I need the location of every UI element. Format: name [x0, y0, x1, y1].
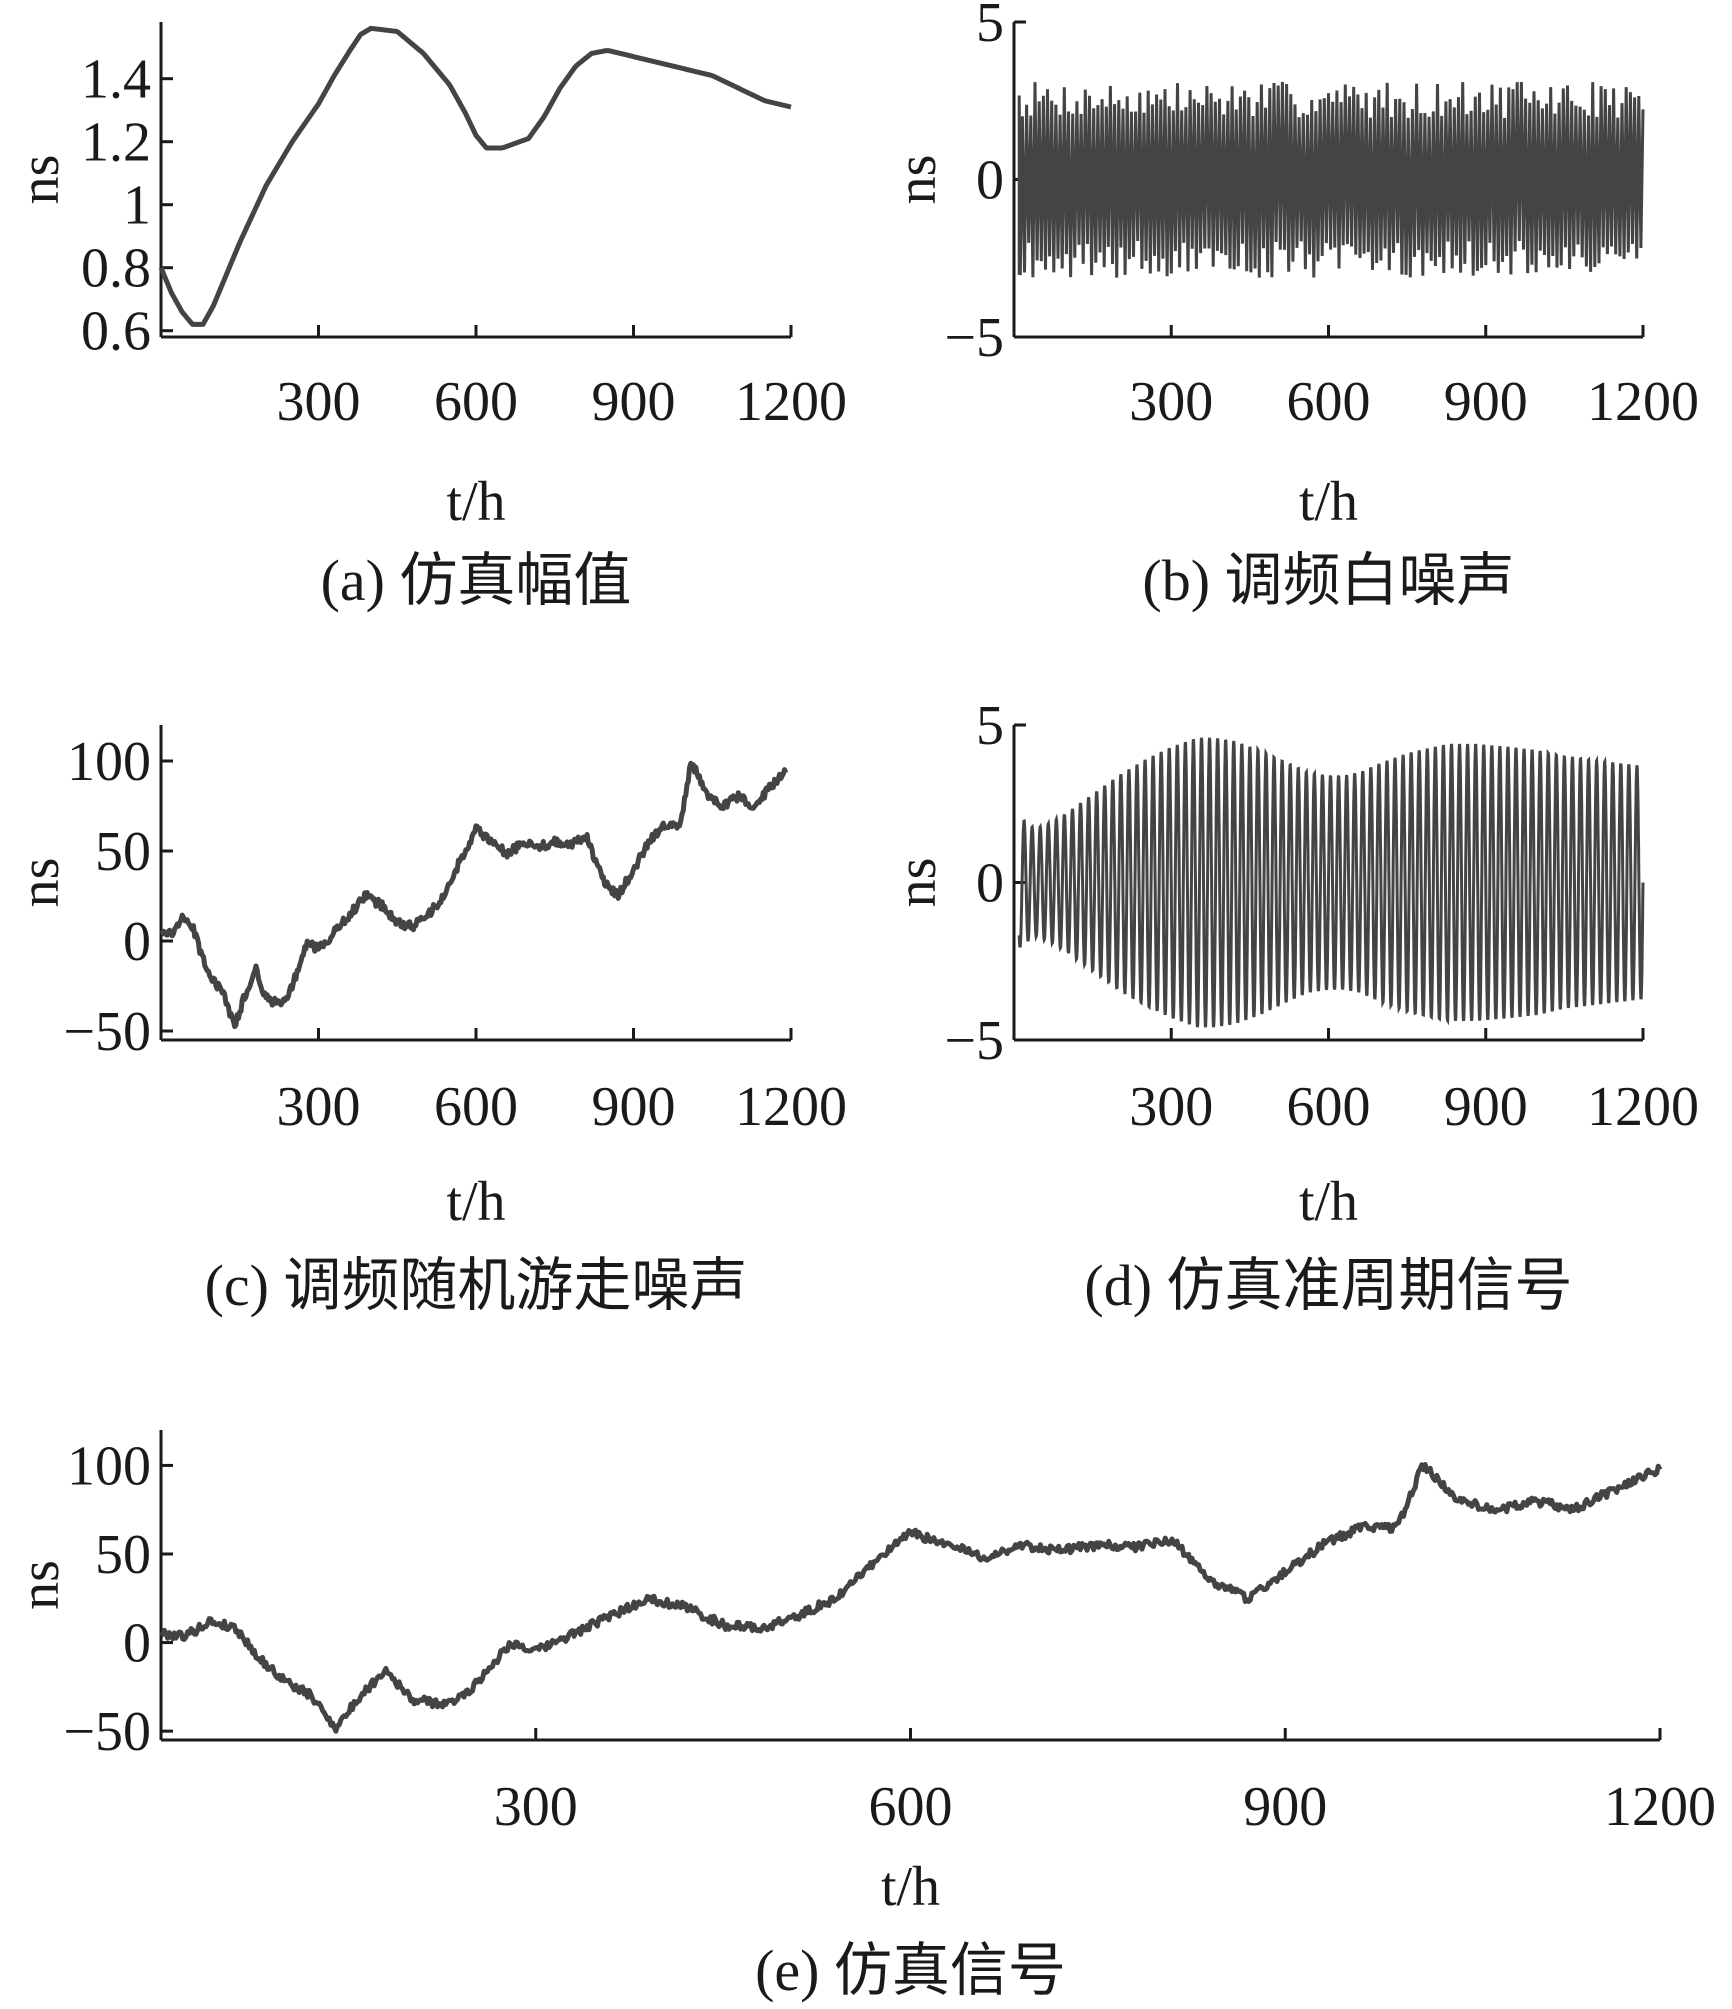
y-tick-label: 0.6 — [81, 301, 151, 363]
x-tick-label: 900 — [1444, 371, 1528, 433]
y-tick-label: 0.8 — [81, 238, 151, 300]
x-tick-label: 900 — [1444, 1076, 1528, 1138]
chart-c: 300 600 900 1200 −50 0 50 100 t/h ns (c) 调频随机游走噪声 — [9, 725, 847, 1318]
chart-caption: (c) 调频随机游走噪声 — [205, 1253, 748, 1318]
y-tick-label: 50 — [95, 1524, 151, 1586]
y-axis-label: ns — [9, 1560, 71, 1610]
chart-b: 300 600 900 1200 −5 0 5 t/h ns (b) 调频白噪声 — [886, 0, 1699, 613]
x-tick-label: 300 — [494, 1776, 578, 1838]
x-axis-label: t/h — [1299, 1171, 1358, 1233]
y-tick-label: 5 — [976, 695, 1004, 757]
series-line — [159, 1462, 1663, 1734]
y-tick-label: −5 — [944, 1010, 1004, 1072]
x-tick-label: 600 — [434, 371, 518, 433]
y-tick-label: 0 — [123, 1613, 151, 1675]
y-tick-label: 1.4 — [81, 49, 151, 111]
y-tick-label: 1 — [123, 175, 151, 237]
x-tick-label: 600 — [1287, 371, 1371, 433]
y-tick-label: 0 — [976, 150, 1004, 212]
chart-d: 300 600 900 1200 −5 0 5 t/h ns (d) 仿真准周期信号 — [886, 695, 1699, 1318]
x-tick-label: 1200 — [1604, 1776, 1716, 1838]
y-tick-label: 100 — [67, 1435, 151, 1497]
x-tick-label: 600 — [869, 1776, 953, 1838]
x-tick-label: 900 — [1243, 1776, 1327, 1838]
y-axis-label: ns — [9, 155, 71, 205]
y-axis-label: ns — [886, 155, 948, 205]
x-axis-label: t/h — [446, 471, 505, 533]
y-tick-label: 0 — [976, 853, 1004, 915]
x-tick-label: 900 — [592, 371, 676, 433]
x-tick-label: 600 — [1287, 1076, 1371, 1138]
series-line — [1017, 81, 1645, 278]
x-tick-label: 300 — [277, 371, 361, 433]
chart-caption: (a) 仿真幅值 — [321, 548, 632, 613]
chart-e: 300 600 900 1200 −50 0 50 100 t/h ns (e) 仿真信号 — [9, 1430, 1716, 2003]
y-tick-label: 5 — [976, 0, 1004, 54]
series-line — [158, 25, 792, 327]
series-line — [159, 760, 789, 1030]
series-line — [1017, 737, 1645, 1028]
x-tick-label: 900 — [592, 1076, 676, 1138]
y-tick-label: 0 — [123, 911, 151, 973]
chart-caption: (d) 仿真准周期信号 — [1084, 1253, 1572, 1318]
x-tick-label: 600 — [434, 1076, 518, 1138]
y-tick-label: 50 — [95, 821, 151, 883]
chart-a: 300 600 900 1200 0.60.811.21.4 t/h ns (a) 仿真幅值 — [9, 22, 847, 613]
y-tick-label: −5 — [944, 307, 1004, 369]
x-tick-label: 300 — [1129, 1076, 1213, 1138]
y-tick-label: 1.2 — [81, 112, 151, 174]
x-axis-label: t/h — [446, 1171, 505, 1233]
x-tick-label: 300 — [1129, 371, 1213, 433]
chart-caption: (e) 仿真信号 — [755, 1938, 1066, 2003]
x-tick-label: 1200 — [1587, 371, 1699, 433]
x-axis-label: t/h — [1299, 471, 1358, 533]
y-tick-label: −50 — [63, 1001, 151, 1063]
y-tick-label: 100 — [67, 731, 151, 793]
y-axis-label: ns — [886, 858, 948, 908]
y-tick-label: −50 — [63, 1701, 151, 1763]
x-tick-label: 1200 — [735, 371, 847, 433]
chart-caption: (b) 调频白噪声 — [1142, 548, 1514, 613]
x-tick-label: 1200 — [1587, 1076, 1699, 1138]
x-tick-label: 1200 — [735, 1076, 847, 1138]
x-tick-label: 300 — [277, 1076, 361, 1138]
y-axis-label: ns — [9, 858, 71, 908]
x-axis-label: t/h — [881, 1856, 940, 1918]
